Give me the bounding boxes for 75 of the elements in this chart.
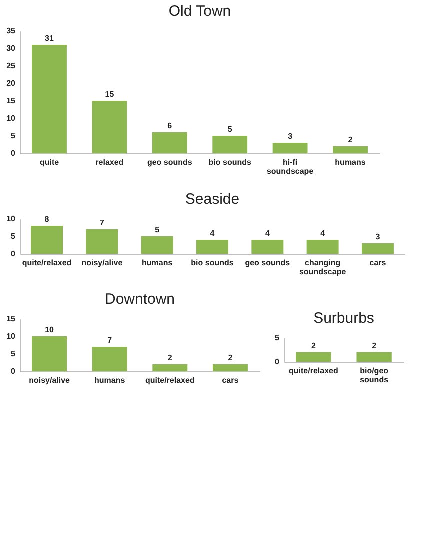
- x-tick-label: bio sounds: [208, 158, 252, 167]
- x-tick-label: cars: [222, 376, 240, 384]
- data-label: 10: [45, 325, 55, 334]
- bar: [362, 243, 394, 254]
- y-tick-label: 0: [275, 358, 280, 366]
- bar: [32, 336, 68, 371]
- bar: [152, 132, 188, 154]
- x-tick-label: cars: [370, 258, 387, 267]
- x-tick-label: quite/relaxed: [145, 376, 195, 384]
- data-label: 3: [288, 132, 294, 141]
- bar: [152, 364, 188, 371]
- bar: [196, 240, 228, 254]
- data-label: 2: [372, 341, 378, 350]
- y-tick-label: 30: [6, 44, 16, 53]
- y-tick-label: 10: [6, 114, 16, 123]
- data-label: 15: [105, 90, 115, 99]
- x-tick-label: noisy/alive: [82, 258, 124, 267]
- y-tick-label: 15: [6, 96, 16, 106]
- bar: [86, 229, 118, 254]
- data-label: 2: [228, 353, 234, 362]
- data-label: 2: [168, 353, 173, 362]
- bar: [252, 240, 284, 254]
- x-tick-label: geo sounds: [147, 158, 193, 167]
- y-tick-label: 10: [6, 332, 16, 340]
- y-tick-label: 5: [11, 232, 16, 240]
- bar: [92, 346, 128, 371]
- bar: [306, 240, 339, 254]
- x-tick-label: noisy/alive: [29, 376, 71, 384]
- data-label: 3: [376, 232, 381, 241]
- y-tick-label: 5: [11, 349, 16, 358]
- y-tick-label: 0: [11, 249, 16, 258]
- x-tick-label: bio sounds: [191, 258, 234, 267]
- x-tick-label: quite/relaxed: [289, 366, 338, 376]
- chart-title: Seaside: [185, 190, 240, 208]
- x-tick-label: humans: [142, 258, 174, 267]
- bar: [31, 226, 64, 254]
- chart-title: Surburbs: [314, 310, 374, 327]
- data-label: 4: [210, 228, 216, 238]
- x-tick-label: relaxed: [96, 158, 124, 167]
- bar: [32, 45, 67, 154]
- data-label: 31: [45, 34, 54, 43]
- data-label: 4: [265, 228, 270, 238]
- y-tick-label: 25: [6, 62, 16, 70]
- bar: [272, 143, 308, 154]
- bar: [141, 236, 174, 254]
- y-tick-label: 0: [11, 366, 16, 376]
- y-tick-label: 15: [6, 314, 16, 323]
- y-tick-label: 0: [11, 149, 16, 158]
- x-tick-label: quite: [40, 158, 60, 167]
- bar: [333, 146, 368, 154]
- x-tick-label: hi-fi soundscape: [266, 158, 314, 176]
- bar: [212, 136, 248, 154]
- data-label: 5: [228, 125, 233, 134]
- data-label: 4: [320, 228, 326, 238]
- data-label: 5: [155, 225, 160, 234]
- bar: [92, 101, 128, 154]
- x-tick-label: humans: [94, 376, 126, 384]
- data-label: 6: [168, 122, 173, 130]
- x-tick-label: humans: [335, 158, 366, 167]
- data-label: 7: [100, 218, 105, 227]
- y-tick-label: 20: [6, 79, 16, 88]
- x-tick-label: changing soundscape: [299, 258, 347, 276]
- x-tick-label: geo sounds: [245, 258, 291, 267]
- y-tick-label: 5: [11, 132, 16, 140]
- chart-title: Downtown: [104, 290, 176, 308]
- bar: [212, 364, 248, 371]
- data-label: 7: [108, 336, 113, 344]
- chart-title: Old Town: [168, 3, 232, 20]
- data-label: 2: [311, 341, 316, 350]
- data-label: 8: [44, 214, 50, 224]
- x-tick-label: quite/relaxed: [22, 258, 72, 267]
- data-label: 2: [348, 136, 354, 144]
- y-tick-label: 35: [6, 26, 16, 36]
- y-tick-label: 10: [6, 214, 16, 223]
- x-tick-label: bio/geo sounds: [360, 366, 390, 384]
